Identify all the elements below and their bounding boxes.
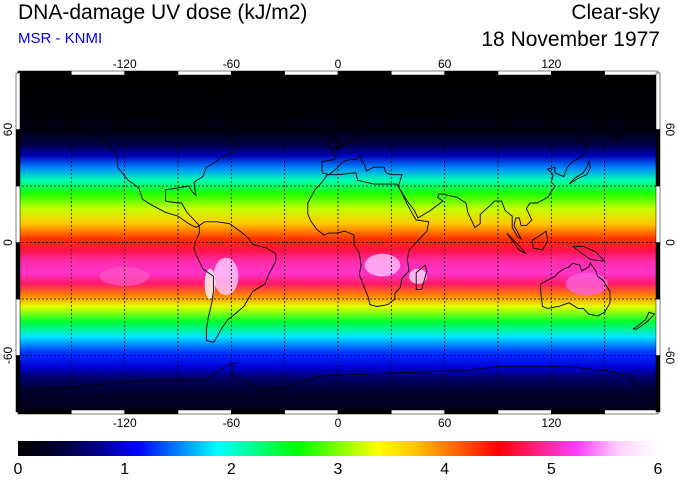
map-area bbox=[15, 70, 661, 415]
data-source-label: MSR - KNMI bbox=[18, 30, 103, 47]
lat-tick-label: 60 bbox=[663, 123, 677, 137]
frame-bar bbox=[497, 70, 552, 76]
lon-tick-label: 60 bbox=[438, 416, 452, 430]
coastline bbox=[307, 172, 430, 307]
coastline bbox=[326, 130, 343, 149]
frame-bar bbox=[124, 409, 179, 415]
lat-tick-label: 60 bbox=[1, 123, 15, 137]
frame-bars bbox=[15, 70, 661, 415]
frame-bar bbox=[655, 242, 661, 300]
frame-bar bbox=[497, 409, 552, 415]
coastline bbox=[42, 108, 239, 228]
hotspot bbox=[409, 268, 427, 284]
lon-tick-labels-bottom: -120 -60 0 60 120 bbox=[113, 416, 562, 430]
frame-bar bbox=[177, 70, 232, 76]
frame-bar bbox=[655, 298, 661, 356]
colorbar-tick-label: 2 bbox=[227, 461, 236, 478]
colorbar-tick-label: 4 bbox=[440, 461, 449, 478]
lat-tick-labels-right: 60 0 -60 bbox=[663, 123, 677, 365]
frame-bar bbox=[15, 72, 21, 130]
coastline bbox=[540, 262, 611, 317]
colorbar-tick-label: 6 bbox=[654, 461, 663, 478]
coastline bbox=[415, 264, 428, 291]
frame-bar bbox=[15, 298, 21, 356]
hotspot bbox=[565, 272, 609, 296]
frame-bar bbox=[655, 72, 661, 130]
frame-bar bbox=[655, 129, 661, 187]
hotspot bbox=[364, 253, 401, 277]
lon-tick-label: 120 bbox=[541, 57, 561, 71]
date-label: 18 November 1977 bbox=[481, 28, 660, 51]
lat-tick-labels-left: 60 0 -60 bbox=[1, 123, 15, 365]
map-title: DNA-damage UV dose (kJ/m2) bbox=[18, 1, 308, 24]
graticule bbox=[18, 73, 658, 412]
frame-bar bbox=[71, 70, 125, 76]
frame-bar bbox=[551, 409, 605, 415]
frame-bar bbox=[655, 185, 661, 243]
frame-bar bbox=[551, 70, 605, 76]
coastline bbox=[568, 159, 591, 185]
colorbar-tick-label: 1 bbox=[120, 461, 129, 478]
coastline bbox=[208, 83, 303, 130]
dose-hotspots bbox=[99, 253, 609, 299]
colorbar-tick-label: 3 bbox=[334, 461, 343, 478]
lon-tick-label: -120 bbox=[113, 416, 137, 430]
frame-bar bbox=[15, 355, 21, 413]
coastline bbox=[193, 221, 277, 343]
frame-bar bbox=[655, 355, 661, 413]
lat-tick-label: -60 bbox=[663, 347, 677, 365]
lon-tick-labels-top: -120 -60 0 60 120 bbox=[113, 57, 562, 71]
frame-bar bbox=[604, 409, 659, 415]
colorbar-tick-label: 0 bbox=[14, 461, 23, 478]
sky-condition-label: Clear-sky bbox=[571, 1, 660, 24]
coastline bbox=[632, 311, 656, 330]
colorbar-labels: 0 1 2 3 4 5 6 bbox=[14, 461, 663, 478]
frame-bar bbox=[71, 409, 125, 415]
frame-bar bbox=[337, 409, 392, 415]
hotspot bbox=[99, 266, 150, 286]
frame-bar bbox=[17, 409, 72, 415]
frame-bar bbox=[284, 409, 339, 415]
frame-bar bbox=[231, 70, 285, 76]
colorbar-gradient bbox=[18, 441, 658, 456]
frame-bar bbox=[391, 70, 445, 76]
hotspot bbox=[213, 257, 239, 296]
lon-tick-label: 120 bbox=[541, 416, 561, 430]
frame-bar bbox=[231, 409, 285, 415]
frame-bar bbox=[15, 185, 21, 243]
frame-bar bbox=[177, 409, 232, 415]
colorbar: 0 1 2 3 4 5 6 bbox=[14, 441, 663, 478]
coastline bbox=[321, 97, 655, 240]
frame-bar bbox=[444, 409, 499, 415]
frame-bar bbox=[124, 70, 179, 76]
lon-tick-label: 0 bbox=[335, 57, 342, 71]
coastline bbox=[17, 362, 659, 390]
frame-bar bbox=[604, 70, 659, 76]
lon-tick-label: -120 bbox=[113, 57, 137, 71]
hotspot bbox=[204, 268, 216, 299]
frame-bar bbox=[15, 129, 21, 187]
lat-tick-label: 0 bbox=[663, 239, 677, 246]
lat-tick-label: -60 bbox=[1, 347, 15, 365]
coastlines bbox=[17, 83, 659, 390]
lon-tick-label: 60 bbox=[438, 57, 452, 71]
frame-bar bbox=[284, 70, 339, 76]
frame-bar bbox=[15, 242, 21, 300]
coastline bbox=[531, 230, 549, 251]
lon-tick-label: -60 bbox=[223, 416, 241, 430]
colorbar-tick-label: 5 bbox=[547, 461, 556, 478]
frame-bar bbox=[17, 70, 72, 76]
frame-bar bbox=[444, 70, 499, 76]
frame-bar bbox=[337, 70, 392, 76]
frame-bar bbox=[391, 409, 445, 415]
coastline bbox=[506, 232, 527, 255]
lon-tick-label: -60 bbox=[223, 57, 241, 71]
lat-tick-label: 0 bbox=[1, 239, 15, 246]
lon-tick-label: 0 bbox=[335, 416, 342, 430]
